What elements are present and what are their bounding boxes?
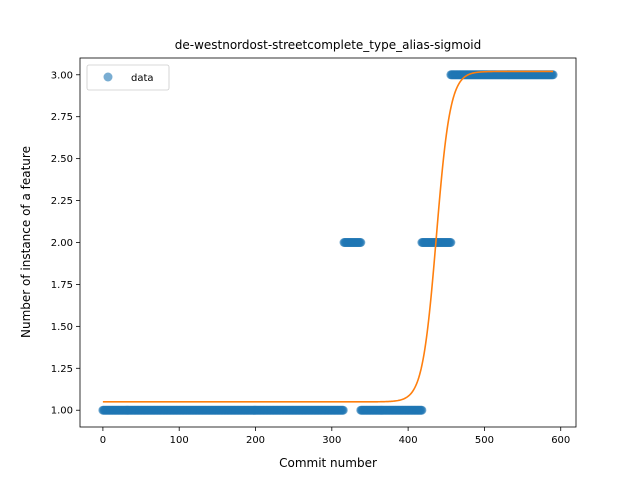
- data-point: [338, 405, 348, 415]
- x-tick-label: 200: [246, 435, 265, 446]
- y-tick-label: 3.00: [51, 70, 73, 81]
- fit-line: [102, 70, 554, 403]
- plot-area: [98, 70, 558, 415]
- y-tick-label: 2.00: [51, 238, 73, 249]
- legend-box: [86, 64, 170, 91]
- x-axis-label: Commit number: [279, 456, 377, 470]
- x-tick-label: 600: [551, 435, 570, 446]
- data-point: [548, 70, 558, 80]
- y-axis-label: Number of instance of a feature: [19, 146, 33, 338]
- y-axis: 1.00 1.25 1.50 1.75 2.00 2.25 2.50 2.75 3.00: [51, 70, 80, 417]
- legend-marker: [103, 72, 113, 82]
- y-tick-label: 1.00: [51, 406, 73, 417]
- plot-frame: [79, 57, 577, 428]
- data-points: [98, 70, 558, 415]
- data-point: [446, 238, 456, 247]
- y-tick-label: 2.50: [51, 154, 73, 165]
- y-tick-label: 1.75: [51, 280, 73, 291]
- chart-title: de-westnordost-streetcomplete_type_alias…: [175, 38, 482, 52]
- x-axis: 0 100 200 300 400 500 600: [100, 427, 570, 446]
- x-tick-label: 400: [399, 435, 418, 446]
- x-tick-label: 500: [475, 435, 494, 446]
- legend-label: data: [131, 73, 154, 84]
- x-tick-label: 300: [322, 435, 341, 446]
- y-tick-label: 1.50: [51, 322, 73, 333]
- data-point: [417, 405, 427, 415]
- y-tick-label: 1.25: [51, 364, 73, 375]
- y-tick-label: 2.75: [51, 112, 73, 123]
- data-point: [356, 238, 366, 247]
- x-tick-label: 0: [100, 435, 106, 446]
- y-tick-label: 2.25: [51, 196, 73, 207]
- legend: data: [86, 64, 170, 91]
- x-tick-label: 100: [170, 435, 189, 446]
